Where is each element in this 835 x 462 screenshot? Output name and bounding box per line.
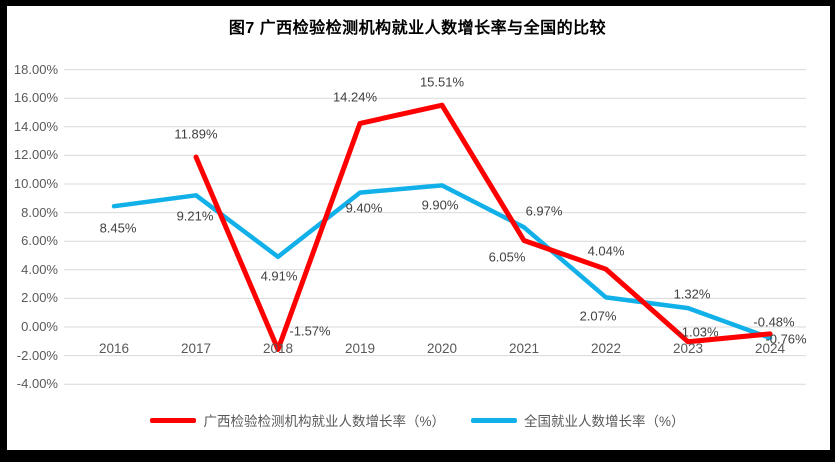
data-label: 1.32% — [673, 286, 711, 302]
y-axis-tick-label: 10.00% — [13, 176, 58, 191]
x-axis-tick-label: 2016 — [98, 341, 130, 356]
data-label: 6.97% — [525, 203, 563, 219]
data-label: 6.05% — [488, 249, 526, 265]
data-label: -1.57% — [289, 323, 331, 339]
y-axis-tick-label: -2.00% — [16, 347, 58, 363]
y-axis-tick-label: 6.00% — [21, 233, 58, 249]
data-label: 9.21% — [176, 208, 214, 224]
x-axis-tick-label: 2017 — [180, 341, 212, 356]
y-axis-tick-label: 4.00% — [21, 261, 58, 277]
x-axis-tick-label: 2018 — [262, 341, 294, 356]
y-axis-tick-label: 14.00% — [13, 118, 58, 134]
x-axis-tick-label: 2022 — [590, 341, 622, 356]
data-label: 4.04% — [587, 243, 625, 259]
legend-item-national: 全国就业人数增长率（%） — [471, 410, 685, 430]
y-axis-tick-label: -4.00% — [16, 376, 58, 392]
data-label: 9.40% — [345, 200, 383, 216]
data-label: -0.76% — [765, 331, 807, 347]
data-label: 11.89% — [174, 126, 218, 142]
y-axis-tick-label: 8.00% — [21, 204, 58, 220]
x-axis-tick-label: 2020 — [426, 341, 458, 356]
y-axis-tick-label: 12.00% — [13, 147, 58, 163]
legend-item-guangxi: 广西检验检测机构就业人数增长率（%） — [150, 410, 445, 430]
legend-label-guangxi: 广西检验检测机构就业人数增长率（%） — [203, 414, 445, 429]
x-axis-tick-label: 2023 — [672, 341, 704, 356]
data-label: -0.48% — [753, 314, 795, 330]
legend-swatch-national-line — [471, 417, 517, 423]
data-label: 15.51% — [419, 74, 465, 90]
y-axis-tick-label: 2.00% — [21, 290, 58, 306]
legend: 广西检验检测机构就业人数增长率（%） 全国就业人数增长率（%） — [0, 410, 835, 430]
y-axis-tick-label: 18.00% — [13, 61, 58, 77]
data-label: -1.03% — [677, 324, 719, 340]
x-axis-tick-label: 2019 — [344, 341, 376, 356]
data-label: 4.91% — [260, 268, 298, 284]
y-axis-tick-label: 16.00% — [13, 90, 58, 106]
legend-swatch-guangxi-line — [150, 417, 197, 423]
chart-title: 图7 广西检验检测机构就业人数增长率与全国的比较 — [228, 20, 607, 37]
x-axis-tick-label: 2024 — [754, 341, 786, 356]
x-axis-tick-label: 2021 — [508, 341, 540, 356]
data-label: 14.24% — [332, 89, 378, 105]
y-axis-tick-label: 0.00% — [21, 319, 58, 334]
data-label: 9.90% — [421, 197, 459, 213]
data-label: 2.07% — [579, 308, 617, 324]
legend-label-national: 全国就业人数增长率（%） — [524, 414, 685, 429]
data-label: 8.45% — [99, 220, 137, 236]
